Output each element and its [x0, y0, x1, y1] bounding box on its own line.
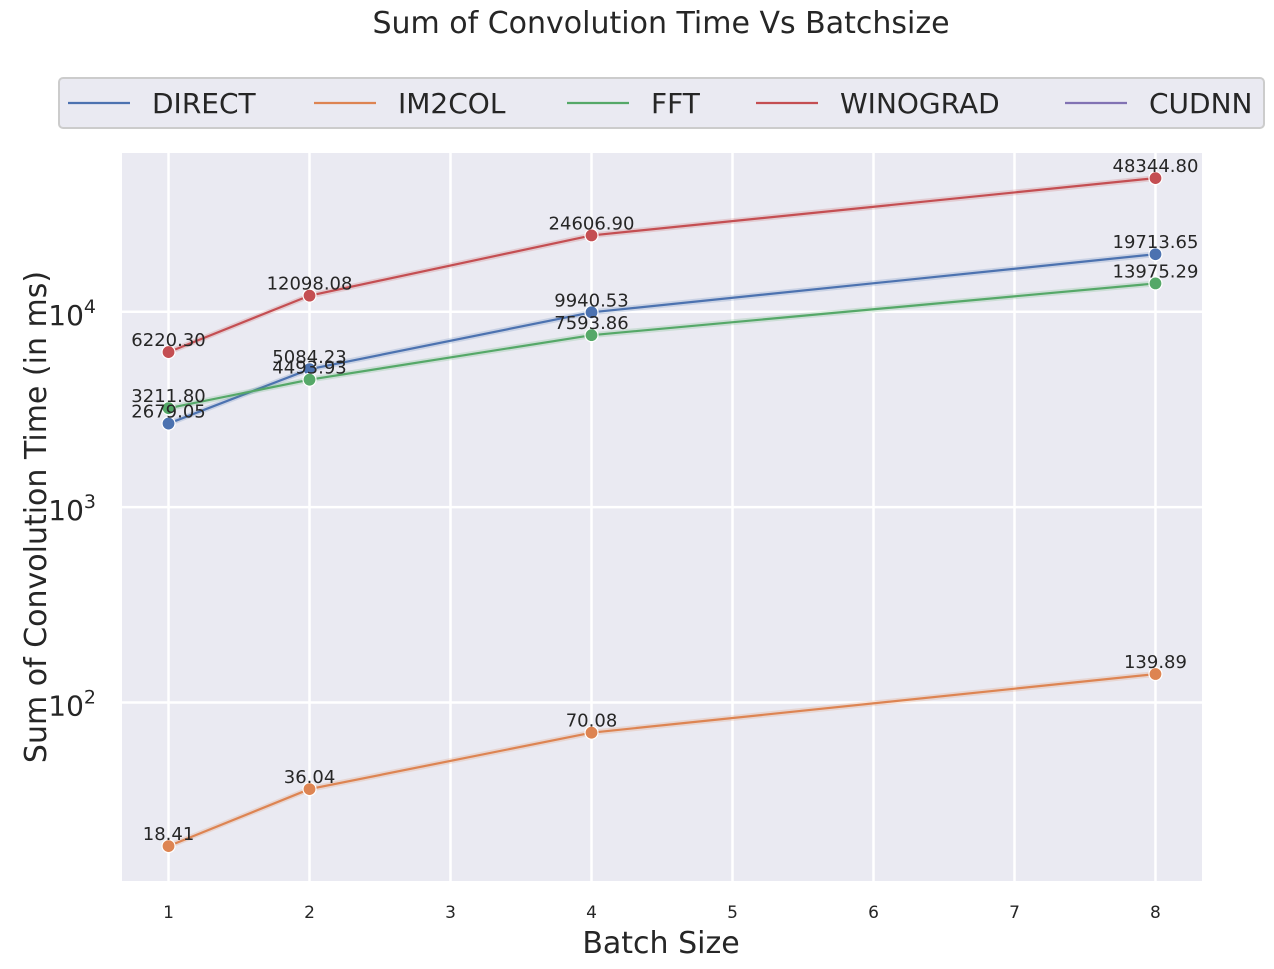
data-label-winograd: 24606.90: [549, 213, 635, 234]
data-point-direct: [1148, 247, 1163, 262]
data-labels: 2679.05 5084.23 9940.53 19713.65 18.41 36.04 7…: [131, 156, 1198, 845]
data-point-winograd: [302, 288, 317, 303]
legend-label-fft: FFT: [651, 87, 701, 120]
data-label-direct: 5084.23: [272, 347, 346, 368]
data-point-im2col: [1148, 666, 1163, 682]
data-label-fft: 3211.80: [131, 386, 205, 407]
legend-label-im2col: IM2COL: [398, 87, 506, 120]
series-fft: [161, 276, 1163, 416]
legend-label-winograd: WINOGRAD: [840, 87, 1000, 120]
data-point-winograd: [584, 228, 599, 243]
data-label-winograd: 12098.08: [267, 274, 353, 295]
data-point-im2col: [302, 782, 317, 797]
series-direct: [161, 247, 1163, 431]
y-tick-label: 103: [48, 491, 96, 527]
y-axis-title: Sum of Convolution Time (in ms): [19, 271, 54, 763]
legend-label-direct: DIRECT: [152, 87, 257, 120]
x-tick-label: 3: [445, 903, 456, 923]
x-tick-label: 4: [586, 903, 597, 923]
x-tick-label: 1: [163, 903, 174, 923]
data-point-winograd: [161, 344, 176, 360]
series-line-im2col: [168, 672, 1156, 848]
data-label-im2col: 36.04: [284, 767, 336, 788]
y-tick-label: 104: [48, 296, 96, 332]
data-label-fft: 13975.29: [1113, 261, 1199, 282]
data-point-fft: [1148, 276, 1163, 291]
data-point-winograd: [1148, 171, 1163, 186]
x-tick-label: 2: [304, 903, 315, 923]
data-point-fft: [584, 328, 599, 343]
legend-label-cudnn: CUDNN: [1149, 87, 1253, 120]
data-label-im2col: 139.89: [1124, 652, 1187, 673]
data-label-fft: 4493.93: [272, 358, 346, 379]
series-line-winograd: [168, 177, 1156, 354]
legend-box: [58, 77, 1265, 129]
data-label-fft: 7593.86: [554, 313, 628, 334]
grid: [122, 153, 1202, 881]
x-tick-label: 5: [727, 903, 738, 923]
y-tick-label: 102: [48, 687, 96, 723]
x-tick-label: 8: [1150, 903, 1161, 923]
x-tick-label: 6: [868, 903, 879, 923]
plot-area: [122, 153, 1202, 881]
data-label-winograd: 6220.30: [131, 330, 205, 351]
x-axis-title: Batch Size: [582, 926, 739, 961]
legend: DIRECT IM2COL FFT WINOGRAD CUDNN: [58, 77, 1265, 129]
x-axis-ticks: 1 2 3 4 5 6 7 8: [163, 903, 1161, 923]
data-point-im2col: [584, 725, 599, 740]
series-im2col: [161, 666, 1163, 854]
data-point-im2col: [161, 838, 176, 854]
data-point-fft: [302, 372, 317, 387]
data-label-winograd: 48344.80: [1113, 156, 1199, 177]
series-winograd: [161, 171, 1163, 360]
series-layer: [161, 171, 1163, 854]
data-point-fft: [161, 401, 176, 416]
series-line-fft: [168, 282, 1156, 410]
data-point-direct: [584, 305, 599, 320]
data-point-direct: [161, 416, 176, 431]
x-tick-label: 7: [1009, 903, 1020, 923]
data-label-im2col: 70.08: [566, 711, 618, 732]
data-label-direct: 19713.65: [1113, 232, 1199, 253]
series-line-direct: [168, 253, 1156, 425]
data-label-im2col: 18.41: [143, 824, 195, 845]
data-label-direct: 9940.53: [554, 290, 628, 311]
data-label-direct: 2679.05: [131, 402, 205, 423]
y-axis-ticks: 102 103 104: [48, 296, 96, 723]
chart-title: Sum of Convolution Time Vs Batchsize: [372, 6, 949, 41]
